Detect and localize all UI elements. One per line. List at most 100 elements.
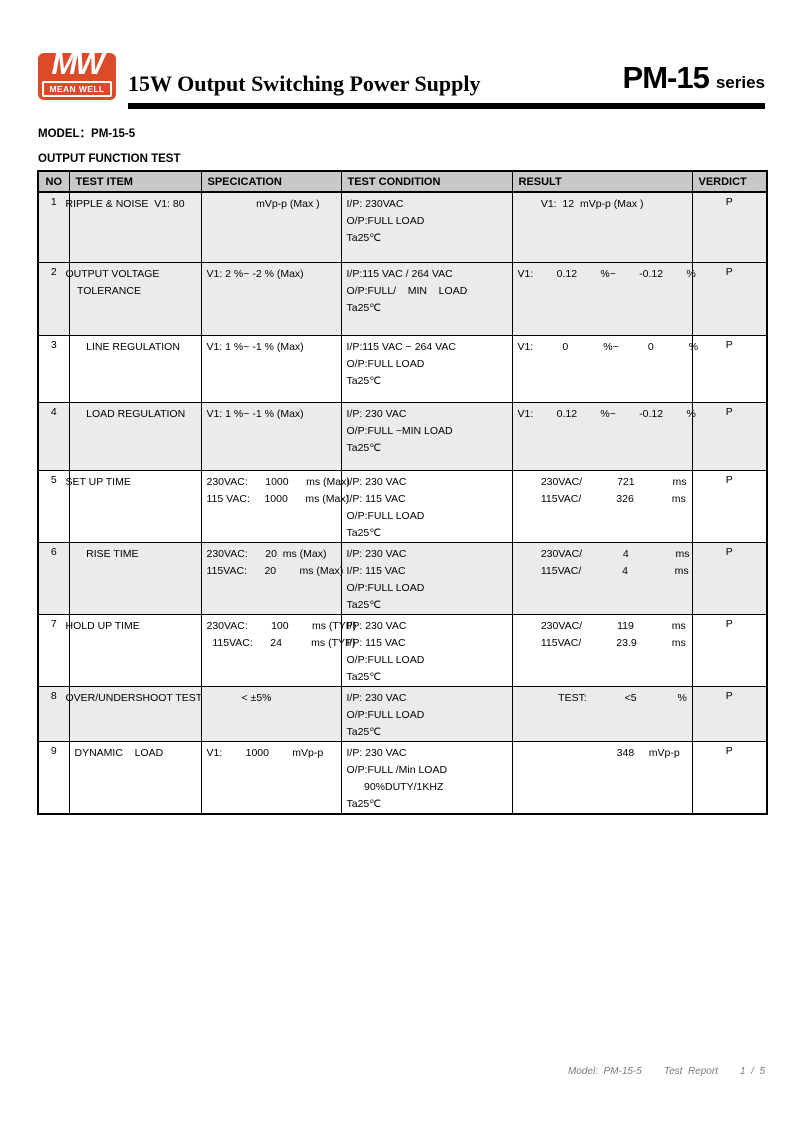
specification-cell: V1: 1 %~ -1 % (Max) (200, 401, 342, 471)
table-row: 1 RIPPLE & NOISE V1: 80 mVp-p (Max ) I/P: … (37, 191, 768, 263)
footer-page-number: 1 / 5 (739, 1066, 765, 1077)
text-line: I/P: 230 VAC (346, 619, 407, 632)
result-cell: 230VAC/ 4 ms 115VAC/ 4 ms (511, 541, 693, 615)
logo-name-text: MEAN WELL (42, 81, 112, 97)
test-condition-cell: I/P:115 VAC / 264 VAC O/P:FULL/ MIN LOAD T… (340, 261, 513, 336)
text-line: Ta25℃ (346, 725, 382, 738)
text-line: 115 VAC: 1000 ms (Max) (206, 492, 350, 505)
table-row: 8 OVER/UNDERSHOOT TEST < ±5% I/P: 230 VAC O… (37, 685, 768, 742)
test-item-cell: OUTPUT VOLTAGE TOLERANCE (66, 261, 202, 336)
model-value: PM-15-5 (91, 128, 136, 140)
text-line: OVER/UNDERSHOOT TEST (65, 691, 203, 704)
specification-cell: 230VAC: 100 ms (TYP) 115VAC: 24 ms (TYP) (200, 613, 356, 687)
text-line: I/P: 115 VAC (346, 564, 406, 577)
text-line: V1: 0 %~ 0 % (517, 340, 699, 353)
test-condition-cell: I/P: 230 VAC I/P: 115 VAC O/P:FULL LOAD Ta2… (340, 541, 513, 615)
text-line: RIPPLE & NOISE V1: 80 (65, 198, 185, 210)
row-number-cell: 6 (37, 541, 70, 615)
text-line: Ta25℃ (346, 232, 382, 244)
test-item-cell: DYNAMIC LOAD (68, 740, 202, 814)
test-condition-cell: I/P: 230 VAC O/P:FULL /Min LOAD 90%DUTY/1… (340, 740, 513, 814)
text-line: 115VAC: 24 ms (TYP) (206, 636, 356, 649)
test-item-cell: OVER/UNDERSHOOT TEST (66, 685, 202, 742)
text-line: I/P: 230 VAC (346, 475, 407, 488)
text-line: 115VAC/ 4 ms (517, 564, 689, 577)
verdict-cell: P (691, 469, 768, 543)
text-line: I/P:115 VAC ~ 264 VAC (346, 340, 456, 353)
text-line: 348 mVp-p (517, 746, 680, 759)
table-header-row: NO TEST ITEM SPECICATION TEST CONDITION RESU… (37, 170, 768, 193)
verdict-cell: P (691, 261, 768, 336)
test-item-cell: RISE TIME (68, 541, 202, 615)
text-line: O/P:FULL LOAD (346, 581, 425, 594)
verdict-cell: P (691, 401, 768, 471)
text-line: < ±5% (206, 691, 272, 704)
text-line: mVp-p (Max ) (206, 198, 320, 210)
verdict-cell: P (691, 685, 768, 742)
text-line: O/P:FULL /Min LOAD (346, 763, 448, 776)
specification-cell: mVp-p (Max ) (200, 191, 342, 263)
test-item-cell: LOAD REGULATION (68, 401, 202, 471)
header-divider-rule (128, 103, 765, 109)
column-header-test-condition: TEST CONDITION (340, 170, 513, 193)
test-item-cell: SET UP TIME (66, 469, 202, 543)
text-line: RISE TIME (74, 547, 139, 560)
row-number-cell: 1 (37, 191, 70, 263)
page-footer: Model: PM-15-5 Test Report 1 / 5 (568, 1066, 765, 1077)
column-header-verdict: VERDICT (691, 170, 768, 193)
verdict-cell: P (691, 740, 768, 814)
model-colon: ： (79, 128, 92, 140)
table-row: 2 OUTPUT VOLTAGE TOLERANCE V1: 2 %~ -2 % (… (37, 261, 768, 336)
table-row: 9 DYNAMIC LOAD V1: 1000 mVp-p I/P: 230 VAC O… (37, 740, 768, 814)
text-line: 115VAC/ 326 ms (517, 492, 686, 505)
document-title: 15W Output Switching Power Supply (128, 71, 481, 96)
row-number-cell: 4 (37, 401, 70, 471)
text-line: Ta25℃ (346, 598, 382, 611)
result-cell: 348 mVp-p (511, 740, 693, 814)
text-line: O/P:FULL LOAD (346, 708, 425, 721)
test-condition-cell: I/P:115 VAC ~ 264 VAC O/P:FULL LOAD Ta25℃ (340, 334, 513, 403)
table-row: 7 HOLD UP TIME 230VAC: 100 ms (TYP) 115VAC… (37, 613, 768, 687)
test-condition-cell: I/P: 230 VAC O/P:FULL ~MIN LOAD Ta25℃ (340, 401, 513, 471)
text-line: 115VAC/ 23.9 ms (517, 636, 686, 649)
text-line: V1: 0.12 %~ -0.12 % (517, 407, 696, 420)
text-line: I/P: 230 VAC (346, 746, 407, 759)
model-label: MODEL (38, 128, 80, 140)
text-line: Ta25℃ (346, 301, 382, 314)
row-number-cell: 3 (37, 334, 70, 403)
result-cell: V1: 0.12 %~ -0.12 % (511, 401, 696, 471)
output-function-test-table: NO TEST ITEM SPECICATION TEST CONDITION RESU… (37, 170, 768, 815)
text-line: OUTPUT VOLTAGE (65, 267, 160, 280)
test-item-cell: RIPPLE & NOISE V1: 80 (66, 191, 202, 263)
verdict-cell: P (691, 334, 768, 403)
text-line: I/P: 230 VAC (346, 547, 407, 560)
specification-cell: 230VAC: 1000 ms (Max) 115 VAC: 1000 ms (M… (200, 469, 350, 543)
result-cell: V1: 0 %~ 0 % (511, 334, 699, 403)
footer-report: Test Report (663, 1066, 718, 1077)
text-line: LOAD REGULATION (74, 407, 186, 420)
table-row: 6 RISE TIME 230VAC: 20 ms (Max) 115VAC: 20… (37, 541, 768, 615)
verdict-cell: P (691, 191, 768, 263)
text-line: 230VAC: 1000 ms (Max) (206, 475, 350, 488)
text-line: 115VAC: 20 ms (Max) (206, 564, 344, 577)
test-item-cell: LINE REGULATION (68, 334, 202, 403)
specification-cell: V1: 2 %~ -2 % (Max) (200, 261, 342, 336)
text-line: 230VAC/ 119 ms (517, 619, 686, 632)
result-cell: 230VAC/ 119 ms 115VAC/ 23.9 ms (511, 613, 693, 687)
text-line: V1: 1000 mVp-p (206, 746, 324, 759)
test-condition-cell: I/P: 230 VAC I/P: 115 VAC O/P:FULL LOAD Ta2… (340, 613, 513, 687)
text-line: 230VAC/ 721 ms (517, 475, 687, 488)
text-line: DYNAMIC LOAD (74, 746, 164, 759)
column-header-specication: SPECICATION (200, 170, 342, 193)
text-line: V1: 12 mVp-p (Max ) (517, 198, 644, 210)
text-line: I/P: 115 VAC (346, 492, 406, 505)
row-number-cell: 8 (37, 685, 70, 742)
text-line: O/P:FULL ~MIN LOAD (346, 424, 453, 437)
text-line: TOLERANCE (65, 284, 141, 297)
text-line: I/P:115 VAC / 264 VAC (346, 267, 453, 280)
row-number-cell: 9 (37, 740, 70, 814)
text-line: 230VAC/ 4 ms (517, 547, 690, 560)
specification-cell: < ±5% (200, 685, 342, 742)
result-cell: TEST: <5 % (511, 685, 693, 742)
